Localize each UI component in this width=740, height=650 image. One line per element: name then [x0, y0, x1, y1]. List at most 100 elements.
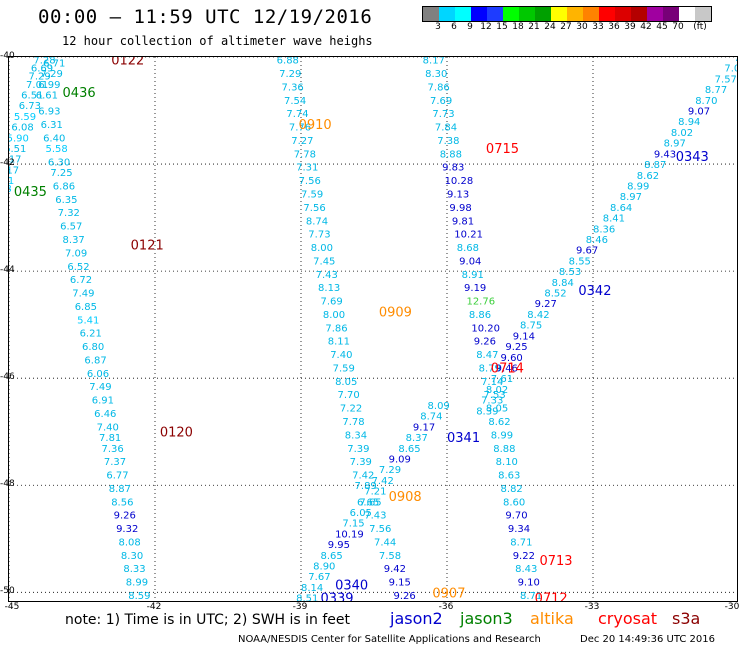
swh-value: 8.08 [119, 537, 141, 548]
color-swatch [471, 7, 487, 21]
pass-time-label: 0122 [111, 57, 144, 69]
swh-value: 9.04 [459, 256, 481, 267]
color-swatch [647, 7, 663, 21]
swh-value: 6.85 [75, 302, 97, 313]
color-scale-tick: 9 [467, 22, 473, 32]
swh-value: 8.37 [406, 433, 428, 444]
swh-value: 7.42 [352, 471, 374, 482]
swh-value: 8.77 [705, 85, 727, 96]
swh-value: 6.69 [31, 64, 53, 75]
swh-value: 8.14 [301, 583, 323, 594]
pass-time-label: 0908 [389, 490, 422, 505]
swh-value: 8.30 [121, 551, 143, 562]
color-scale-tick: 12 [480, 22, 492, 32]
swh-value: 6.86 [53, 181, 75, 192]
pass-time-label: 0436 [63, 86, 96, 101]
swh-value: 8.00 [311, 243, 333, 254]
color-swatch [631, 7, 647, 21]
color-swatch [663, 7, 679, 21]
swh-value: 7.57 [715, 74, 737, 85]
swh-value: 8.10 [496, 457, 518, 468]
color-scale-tick: (ft) [693, 22, 707, 32]
swh-value: 6.99 [38, 80, 60, 91]
swh-value: 8.46 [586, 235, 608, 246]
swh-value: 8.94 [678, 117, 700, 128]
swh-value: 6.91 [92, 396, 114, 407]
swh-value: 8.82 [501, 484, 523, 495]
swh-value: 6.17 [9, 155, 22, 166]
swh-value: 7.32 [58, 208, 80, 219]
swh-value: 9.26 [393, 591, 415, 602]
swh-value: 9.46 [496, 363, 518, 374]
swh-value: 8.99 [491, 430, 513, 441]
swh-value: 6.87 [84, 355, 106, 366]
pass-time-label: 0342 [578, 284, 611, 299]
footnote: note: 1) Time is in UTC; 2) SWH is in fe… [65, 612, 351, 628]
swh-value: 7.56 [369, 524, 391, 535]
swh-value: 7.21 [364, 487, 386, 498]
swh-value: 10.19 [335, 529, 364, 540]
swh-value: 8.90 [313, 562, 335, 573]
swh-value: 7.89 [355, 481, 377, 492]
color-swatch [487, 7, 503, 21]
swh-value: 9.15 [389, 578, 411, 589]
swh-value: 8.56 [111, 497, 133, 508]
pass-time-label: 0341 [447, 431, 480, 446]
swh-value: 8.87 [109, 484, 131, 495]
swh-value: 6.05 [350, 508, 372, 519]
swh-value: 8.17 [423, 57, 445, 67]
swh-value: 8.51 [296, 594, 318, 602]
pass-time-label: 0910 [299, 118, 332, 133]
swh-value: 8.65 [398, 444, 420, 455]
swh-value: 8.60 [503, 497, 525, 508]
swh-value: 8.36 [593, 224, 615, 235]
longitude-tick-label: -33 [584, 602, 600, 612]
swh-value: 7.59 [301, 190, 323, 201]
swh-value: 6.30 [48, 157, 70, 168]
swh-value: 9.22 [513, 551, 535, 562]
swh-value: 7.27 [291, 136, 313, 147]
swh-value: 7.78 [342, 417, 364, 428]
swh-value: 7.01 [26, 80, 48, 91]
swh-value: 6.93 [38, 107, 60, 118]
color-scale-tick: 21 [528, 22, 540, 32]
swh-value: 7.78 [294, 149, 316, 160]
color-scale-tick: 15 [496, 22, 508, 32]
pass-time-label: 0121 [131, 238, 164, 253]
color-scale-tick: 6 [451, 22, 457, 32]
swh-value: 6.80 [82, 342, 104, 353]
swh-value: 9.13 [447, 190, 469, 201]
swh-value: 12.76 [466, 297, 495, 308]
swh-value: 10.28 [445, 176, 474, 187]
swh-value: 7.40 [330, 350, 352, 361]
swh-value: 8.43 [515, 564, 537, 575]
swh-value: 8.13 [318, 283, 340, 294]
pass-time-label: 0715 [486, 142, 519, 157]
pass-time-label: 0713 [539, 554, 572, 569]
swh-value: 8.33 [123, 564, 145, 575]
swh-value: 10.20 [471, 323, 500, 334]
swh-value: 6.77 [106, 471, 128, 482]
pass-time-label: 0712 [535, 592, 568, 602]
altimeter-track-map: 7.286.697.297.016.516.735.596.085.906.51… [9, 57, 738, 602]
swh-value: 8.05 [486, 404, 508, 415]
swh-value: 7.43 [364, 511, 386, 522]
swh-value: 5.59 [14, 112, 36, 123]
swh-value: 9.25 [505, 342, 527, 353]
longitude-tick-label: -39 [292, 602, 308, 612]
latitude-tick-label: -50 [0, 586, 15, 597]
swh-value: 7.59 [333, 363, 355, 374]
swh-value: 7.07 [724, 64, 738, 75]
swh-value: 7.45 [313, 256, 335, 267]
swh-value: 8.70 [695, 96, 717, 107]
swh-value: 5.61 [9, 176, 14, 187]
color-scale-tick: 30 [576, 22, 588, 32]
swh-value: 8.86 [469, 310, 491, 321]
swh-value: 8.97 [620, 192, 642, 203]
swh-value: 8.97 [664, 139, 686, 150]
color-swatch [551, 7, 567, 21]
swh-value: 6.17 [9, 165, 19, 176]
color-swatch [615, 7, 631, 21]
swh-value: 8.09 [428, 401, 450, 412]
color-swatch [439, 7, 455, 21]
